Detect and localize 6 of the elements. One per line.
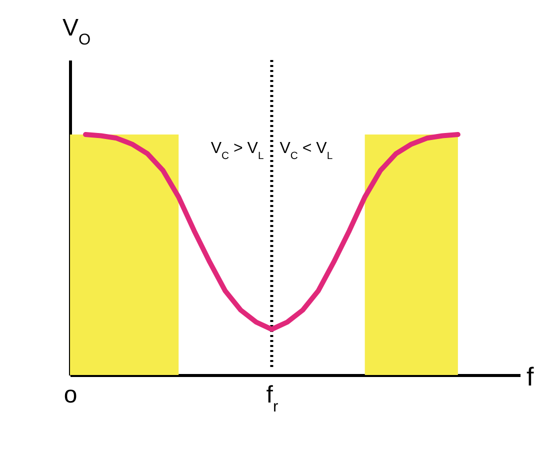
x-tick-label: o: [64, 382, 78, 408]
annotation: V$_{C}$ > V$_{L}$: [210, 140, 264, 162]
y-axis-title: V$_{O}$: [62, 14, 91, 48]
annotation: V$_{C}$ < V$_{L}$: [280, 140, 333, 162]
x-axis-title: f: [526, 362, 534, 392]
x-tick-label: f$_{r}$: [266, 382, 278, 415]
